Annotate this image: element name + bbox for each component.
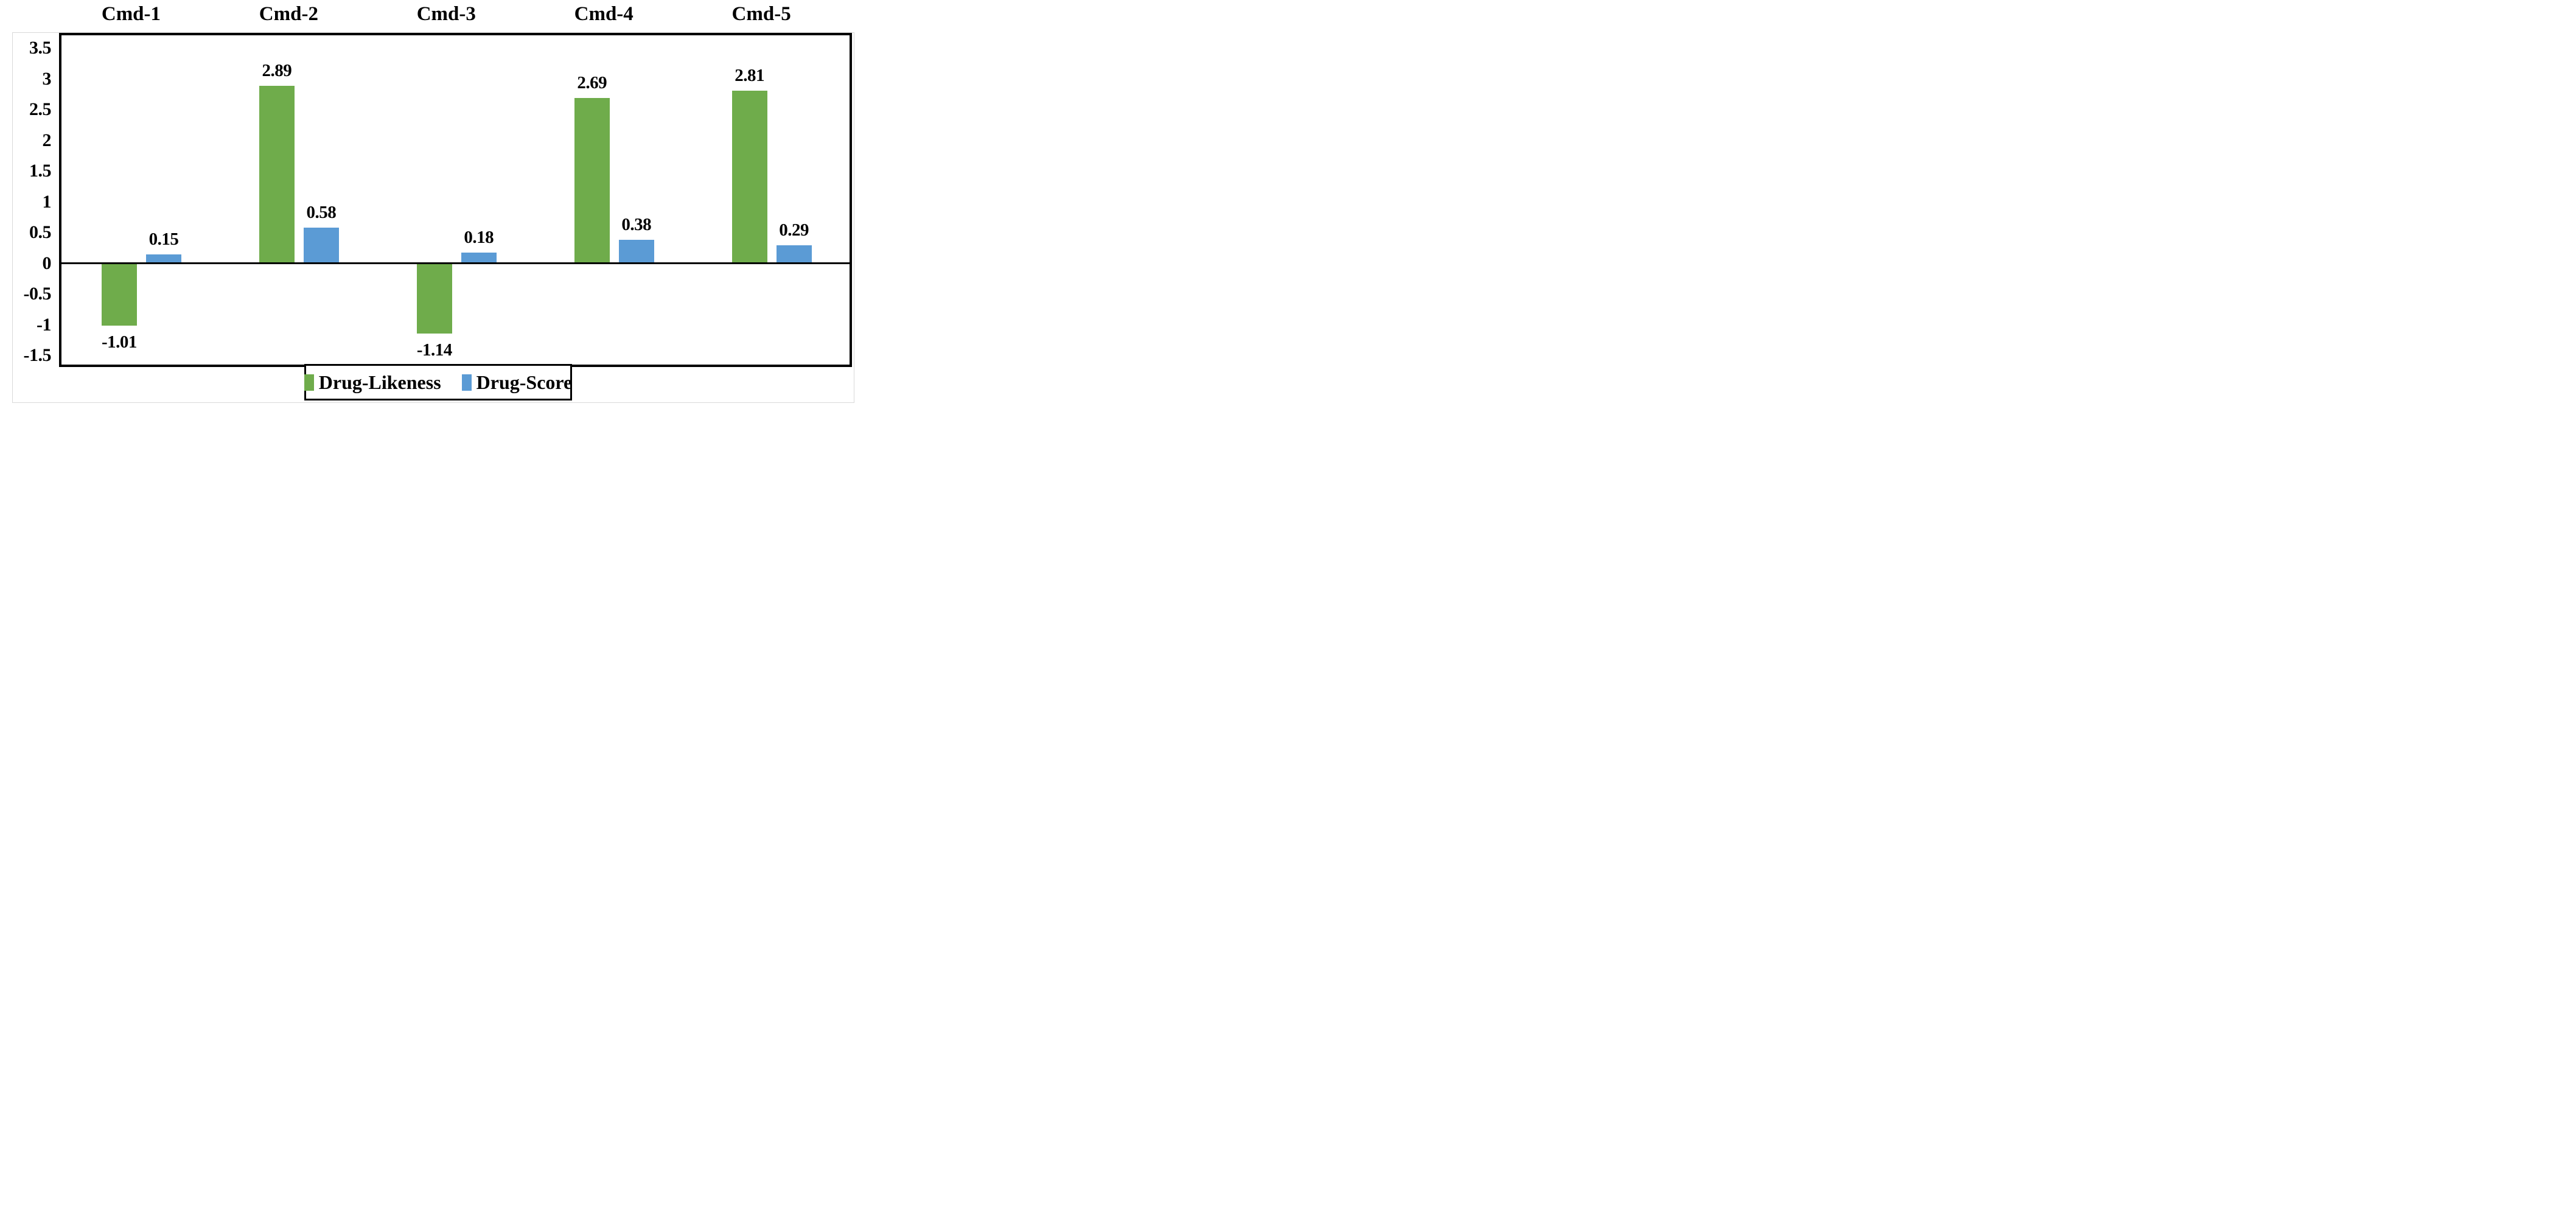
legend-entry-drug-score: Drug-Score xyxy=(461,371,573,393)
bar-value-label: 2.81 xyxy=(735,66,764,86)
y-tick-label: 2.5 xyxy=(29,99,52,120)
legend-label-drug-score: Drug-Score xyxy=(476,371,573,393)
y-tick-label: 0.5 xyxy=(29,222,52,243)
y-tick-label: -0.5 xyxy=(23,284,52,304)
y-tick-label: -1 xyxy=(37,314,52,335)
category-label-cmd-1: Cmd-1 xyxy=(101,3,161,25)
bar-drug-score-cmd-1 xyxy=(145,254,181,264)
legend: Drug-Likeness Drug-Score xyxy=(304,364,572,400)
legend-label-drug-likeness: Drug-Likeness xyxy=(318,371,441,393)
bar-drug-likeness-cmd-1 xyxy=(101,263,137,326)
bar-value-label: 0.18 xyxy=(464,227,494,247)
bar-drug-score-cmd-2 xyxy=(303,228,339,264)
bar-drug-score-cmd-5 xyxy=(776,245,812,264)
category-label-cmd-3: Cmd-3 xyxy=(416,3,476,25)
bar-value-label: 0.29 xyxy=(779,220,809,240)
drug-likeness-swatch-icon xyxy=(304,374,314,391)
bar-value-label: 0.15 xyxy=(148,229,179,249)
y-tick-label: -1.5 xyxy=(23,345,52,366)
bar-drug-likeness-cmd-4 xyxy=(574,98,610,264)
y-tick-label: 3 xyxy=(42,68,52,89)
bar-drug-score-cmd-3 xyxy=(461,252,497,264)
bar-drug-likeness-cmd-5 xyxy=(731,91,767,264)
y-tick-label: 0 xyxy=(42,253,52,273)
category-label-cmd-2: Cmd-2 xyxy=(259,3,318,25)
bar-value-label: 0.38 xyxy=(621,215,652,235)
y-tick-label: 3.5 xyxy=(29,38,52,58)
bar-drug-score-cmd-4 xyxy=(618,240,654,264)
bar-value-label: -1.14 xyxy=(416,340,452,360)
bar-value-label: -1.01 xyxy=(101,332,137,352)
category-label-cmd-5: Cmd-5 xyxy=(731,3,791,25)
category-label-cmd-4: Cmd-4 xyxy=(574,3,634,25)
drug-score-swatch-icon xyxy=(461,374,472,391)
y-tick-label: 1 xyxy=(42,191,52,212)
y-tick-label: 2 xyxy=(42,130,52,150)
y-tick-label: 1.5 xyxy=(29,161,52,181)
bar-drug-likeness-cmd-2 xyxy=(259,86,295,264)
bar-value-label: 0.58 xyxy=(306,203,337,223)
bar-chart-figure: 3.5 3 2.5 2 1.5 1 0.5 0 -0.5 -1 -1.5 Cmd-1 Cmd-2 Cmd-… xyxy=(0,0,859,408)
zero-axis-line xyxy=(61,262,850,265)
bar-value-label: 2.69 xyxy=(577,73,607,93)
legend-entry-drug-likeness: Drug-Likeness xyxy=(304,371,441,393)
bar-value-label: 2.89 xyxy=(262,61,292,80)
bar-drug-likeness-cmd-3 xyxy=(416,263,452,334)
